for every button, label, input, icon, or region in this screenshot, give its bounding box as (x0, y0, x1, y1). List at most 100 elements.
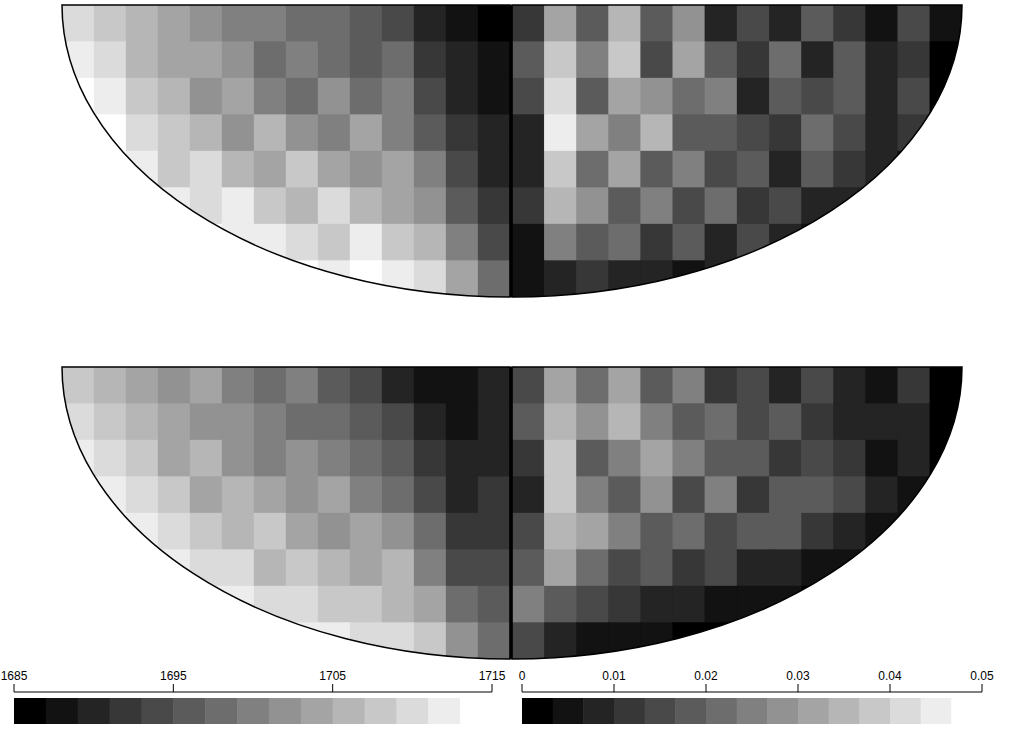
heatmap-cell (62, 623, 95, 660)
heatmap-cell (222, 42, 255, 79)
heatmap-cell (478, 78, 511, 115)
heatmap-cell (512, 188, 545, 225)
heatmap-cell (833, 440, 866, 477)
heatmap-cell (414, 440, 447, 477)
heatmap-cell (833, 42, 866, 79)
heatmap-cell (512, 477, 545, 514)
heatmap-cell (801, 78, 834, 115)
heatmap-cell (512, 151, 545, 188)
heatmap-cell (414, 404, 447, 441)
heatmap-cell (94, 550, 127, 587)
heatmap-cell (544, 42, 577, 79)
heatmap-cell (478, 367, 511, 404)
colorbar-swatch (460, 698, 492, 724)
heatmap-cell (544, 404, 577, 441)
heatmap-cell (318, 42, 351, 79)
heatmap-cell (414, 188, 447, 225)
heatmap-cell (382, 224, 415, 261)
heatmap-cell (576, 5, 609, 42)
heatmap-cell (382, 42, 415, 79)
heatmap-cell (286, 261, 319, 298)
heatmap-cell (866, 42, 899, 79)
heatmap-cell (190, 151, 223, 188)
heatmap-cell (673, 440, 706, 477)
heatmap-cell (769, 513, 802, 550)
heatmap-cell (737, 367, 770, 404)
heatmap-cell (544, 5, 577, 42)
heatmap-cell (350, 367, 383, 404)
heatmap-cell (286, 151, 319, 188)
heatmap-cell (414, 367, 447, 404)
heatmap-cell (737, 404, 770, 441)
heatmap-cell (544, 224, 577, 261)
heatmap-cells (62, 5, 511, 298)
heatmap-cell (350, 78, 383, 115)
heatmap-cell (62, 188, 95, 225)
colorbar-swatch (173, 698, 205, 724)
colorbar-swatch (583, 698, 614, 724)
heatmap-cell (62, 5, 95, 42)
heatmap-cell (801, 623, 834, 660)
heatmap-cell (94, 224, 127, 261)
heatmap-cell (673, 513, 706, 550)
heatmap-cell (801, 513, 834, 550)
heatmap-cell (512, 440, 545, 477)
heatmap-cell (673, 586, 706, 623)
heatmap-cell (705, 440, 738, 477)
colorbar-swatch (706, 698, 737, 724)
heatmap-cell (126, 550, 159, 587)
heatmap-cell (414, 550, 447, 587)
heatmap-cell (801, 5, 834, 42)
heatmap-cell (641, 440, 674, 477)
heatmap-cell (158, 623, 191, 660)
colorbar-swatch (859, 698, 890, 724)
colorbar-swatch (767, 698, 798, 724)
heatmap-cell (158, 42, 191, 79)
heatmap-cell (576, 513, 609, 550)
heatmap-cell (478, 623, 511, 660)
heatmap-cell (512, 586, 545, 623)
heatmap-cell (62, 550, 95, 587)
colorbar-swatch (921, 698, 952, 724)
heatmap-cell (222, 261, 255, 298)
heatmap-cell (62, 367, 95, 404)
heatmap-cell (737, 550, 770, 587)
colorbar-tick (522, 684, 523, 692)
heatmap-cell (222, 5, 255, 42)
heatmap-cell (544, 115, 577, 152)
heatmap-cell (930, 5, 963, 42)
heatmap-cell (641, 115, 674, 152)
heatmap-cell (222, 151, 255, 188)
heatmap-cell (222, 188, 255, 225)
heatmap-cell (222, 623, 255, 660)
heatmap-cell (930, 550, 963, 587)
heatmap-cell (641, 188, 674, 225)
heatmap-cell (478, 513, 511, 550)
colorbar-swatch (522, 698, 553, 724)
colorbar-swatch (78, 698, 110, 724)
heatmap-cell (382, 151, 415, 188)
heatmap-cell (576, 78, 609, 115)
heatmap-cell (158, 477, 191, 514)
heatmap-cell (769, 42, 802, 79)
heatmap-cell (673, 78, 706, 115)
heatmap-cell (576, 440, 609, 477)
heatmap-cell (62, 261, 95, 298)
heatmap-cell (801, 115, 834, 152)
heatmap-cell (478, 440, 511, 477)
heatmap-cell (673, 550, 706, 587)
heatmap-cell (737, 188, 770, 225)
colorbar: 00.010.020.030.040.05 (519, 669, 994, 724)
heatmap-cell (608, 477, 641, 514)
colorbar-tick-label: 0.04 (878, 669, 902, 683)
heatmap-cell (866, 367, 899, 404)
heatmap-cell (158, 224, 191, 261)
heatmap-cell (737, 115, 770, 152)
heatmap-cell (414, 151, 447, 188)
heatmap-cell (478, 261, 511, 298)
heatmap-cell (446, 78, 479, 115)
heatmap-cell (576, 224, 609, 261)
figure: 168516951705171500.010.020.030.040.05 (0, 0, 1014, 753)
heatmap-cell (94, 623, 127, 660)
heatmap-cell (608, 586, 641, 623)
